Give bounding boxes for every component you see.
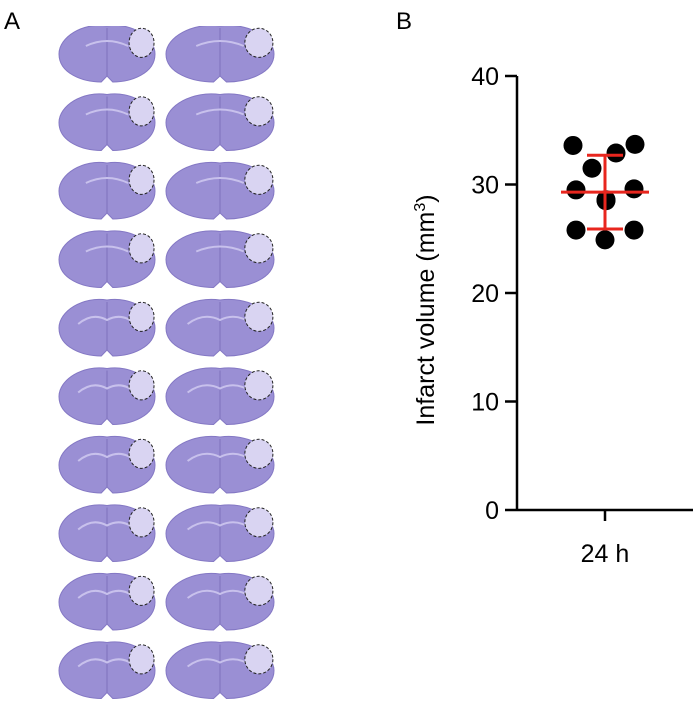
brain-section: [58, 161, 156, 220]
x-tick-label: 24 h: [581, 540, 630, 568]
section-structure: [85, 245, 129, 253]
brain-section: [58, 367, 156, 426]
section-structure: [195, 245, 245, 253]
section-structure: [85, 108, 129, 116]
y-tick-label: 30: [471, 172, 499, 200]
section-structure: [187, 452, 253, 462]
brain-section: [165, 435, 275, 494]
infarct-region: [128, 575, 155, 606]
brain-section: [165, 298, 275, 357]
brain-section: [58, 298, 156, 357]
infarct-region: [128, 233, 155, 264]
x-axis: 24 h: [517, 508, 693, 568]
infarct-region: [128, 644, 155, 675]
y-tick-label: 10: [471, 389, 499, 417]
y-axis: 0 10 20 30 40: [471, 63, 519, 525]
infarct-region: [244, 164, 274, 195]
infarct-region: [244, 370, 274, 401]
section-structure: [77, 315, 137, 325]
infarct-region: [128, 507, 155, 538]
section-structure: [77, 589, 137, 599]
infarct-region: [244, 644, 274, 675]
section-structure: [187, 589, 253, 599]
panel-label-b: B: [396, 8, 413, 35]
infarct-region: [244, 233, 274, 264]
brain-section: [58, 504, 156, 563]
infarct-region: [244, 27, 274, 58]
brain-section: [165, 161, 275, 220]
section-structure: [85, 177, 129, 184]
infarct-volume-chart: 0 10 20 30 40 24 h Infarct volume (mm3): [412, 63, 693, 568]
panel-label-a: A: [4, 8, 21, 35]
infarct-region: [244, 96, 274, 127]
brain-section: [165, 26, 275, 83]
brain-section: [165, 367, 275, 426]
infarct-region: [244, 575, 274, 606]
data-point: [625, 134, 645, 154]
y-axis-label-close: ): [412, 194, 440, 202]
plot-area: [561, 134, 649, 250]
section-structure: [195, 177, 245, 184]
infarct-region: [244, 438, 274, 469]
brain-section: [165, 504, 275, 563]
section-structure: [77, 452, 137, 462]
brain-section: [58, 572, 156, 631]
brain-section: [165, 641, 275, 700]
data-point: [624, 220, 644, 240]
section-structure: [187, 521, 253, 531]
section-structure: [85, 40, 129, 47]
brain-section: [165, 230, 275, 289]
data-point: [563, 135, 583, 155]
section-structure: [77, 521, 137, 531]
infarct-region: [128, 164, 155, 195]
y-axis-label-superscript: 3: [412, 203, 429, 212]
brain-section: [58, 230, 156, 289]
infarct-region: [128, 301, 155, 332]
data-point: [582, 158, 602, 178]
infarct-region: [128, 438, 155, 469]
y-tick-label: 0: [485, 497, 499, 525]
y-axis-label-text: Infarct volume (mm: [412, 212, 440, 426]
brain-section: [58, 93, 156, 152]
data-point: [606, 143, 626, 163]
brain-section: [165, 93, 275, 152]
brain-section-grid: [58, 26, 275, 700]
section-structure: [195, 108, 245, 116]
data-point: [595, 230, 615, 250]
brain-section: [58, 26, 156, 83]
section-structure: [187, 658, 253, 668]
infarct-region: [128, 370, 155, 401]
brain-section: [58, 641, 156, 700]
y-tick-label: 40: [471, 63, 499, 91]
brain-section: [165, 572, 275, 631]
section-structure: [77, 658, 137, 668]
data-point: [566, 180, 586, 200]
data-point: [624, 179, 644, 199]
section-structure: [195, 40, 245, 47]
infarct-region: [128, 96, 155, 127]
infarct-region: [128, 27, 155, 58]
y-axis-label: Infarct volume (mm3): [412, 194, 440, 425]
y-tick-label: 20: [471, 280, 499, 308]
section-structure: [187, 384, 253, 394]
section-structure: [77, 384, 137, 394]
data-point: [566, 220, 586, 240]
infarct-region: [244, 301, 274, 332]
brain-section: [58, 435, 156, 494]
section-structure: [187, 315, 253, 325]
infarct-region: [244, 507, 274, 538]
